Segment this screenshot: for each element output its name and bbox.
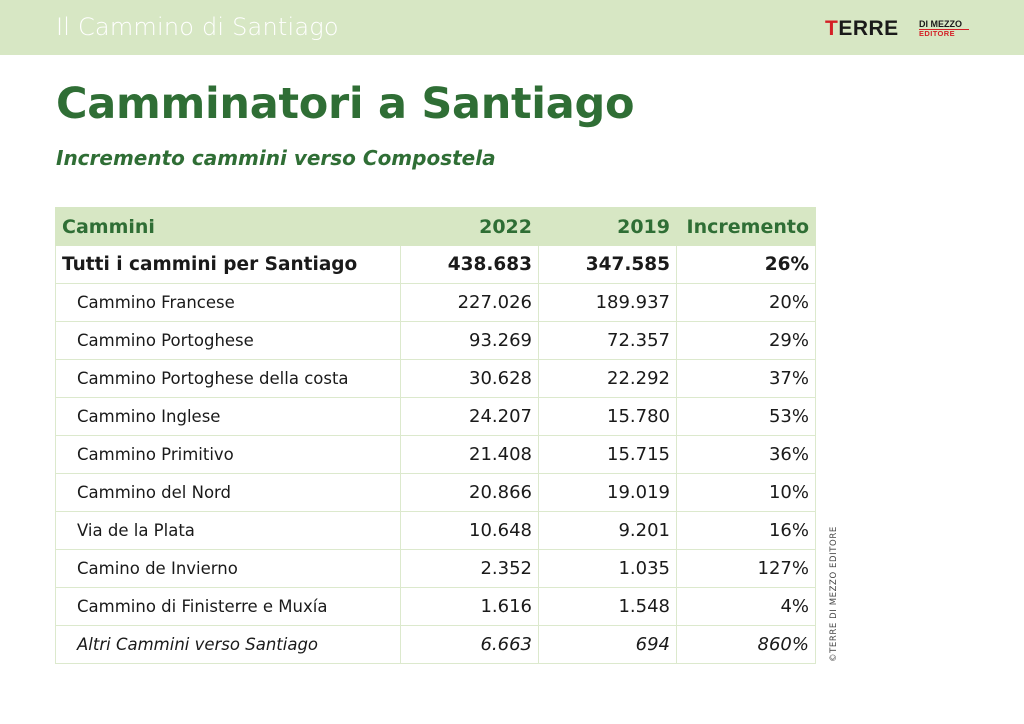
value-2019: 15.715 — [538, 435, 677, 474]
header-cammini: Cammini — [55, 207, 401, 246]
value-increment: 37% — [676, 359, 816, 398]
logo-divider — [919, 29, 969, 30]
value-increment: 16% — [676, 511, 816, 550]
value-2022: 30.628 — [400, 359, 539, 398]
table-row: Cammino di Finisterre e Muxía 1.616 1.54… — [55, 587, 816, 626]
value-2022: 21.408 — [400, 435, 539, 474]
value-2019: 9.201 — [538, 511, 677, 550]
value-2019: 1.548 — [538, 587, 677, 626]
table-row: Via de la Plata 10.648 9.201 16% — [55, 511, 816, 550]
route-name: Tutti i cammini per Santiago — [55, 245, 401, 284]
value-2019: 694 — [538, 625, 677, 664]
value-increment: 10% — [676, 473, 816, 512]
table-row: Cammino Francese 227.026 189.937 20% — [55, 283, 816, 322]
table-row: Cammino Portoghese della costa 30.628 22… — [55, 359, 816, 398]
route-name: Via de la Plata — [55, 511, 401, 550]
page-title: Camminatori a Santiago — [56, 79, 635, 129]
copyright-credit: ©TERRE DI MEZZO EDITORE — [829, 526, 839, 662]
value-2022: 1.616 — [400, 587, 539, 626]
value-2019: 189.937 — [538, 283, 677, 322]
table-row-other: Altri Cammini verso Santiago 6.663 694 8… — [55, 625, 816, 664]
header-incremento: Incremento — [676, 207, 816, 246]
value-2022: 2.352 — [400, 549, 539, 588]
value-increment: 20% — [676, 283, 816, 322]
value-2019: 347.585 — [538, 245, 677, 284]
header-2022: 2022 — [400, 207, 539, 246]
walkers-table: Cammini 2022 2019 Incremento Tutti i cam… — [55, 207, 816, 664]
publisher-logo: TERRE DI MEZZO EDITORE — [825, 18, 975, 42]
value-2022: 93.269 — [400, 321, 539, 360]
value-2022: 6.663 — [400, 625, 539, 664]
route-name: Cammino Primitivo — [55, 435, 401, 474]
value-increment: 860% — [676, 625, 816, 664]
value-2022: 24.207 — [400, 397, 539, 436]
logo-editore: EDITORE — [919, 29, 956, 38]
page-subtitle: Incremento cammini verso Compostela — [56, 146, 496, 170]
table-total-row: Tutti i cammini per Santiago 438.683 347… — [55, 245, 816, 284]
value-2019: 1.035 — [538, 549, 677, 588]
value-2022: 10.648 — [400, 511, 539, 550]
value-2019: 19.019 — [538, 473, 677, 512]
logo-wordmark: TERRE — [825, 17, 899, 40]
route-name: Cammino Portoghese della costa — [55, 359, 401, 398]
value-increment: 29% — [676, 321, 816, 360]
value-increment: 53% — [676, 397, 816, 436]
value-increment: 36% — [676, 435, 816, 474]
table-row: Cammino del Nord 20.866 19.019 10% — [55, 473, 816, 512]
table-row: Cammino Primitivo 21.408 15.715 36% — [55, 435, 816, 474]
route-name: Cammino Francese — [55, 283, 401, 322]
table-row: Cammino Portoghese 93.269 72.357 29% — [55, 321, 816, 360]
logo-di-mezzo: DI MEZZO — [919, 19, 962, 29]
table-header-row: Cammini 2022 2019 Incremento — [55, 207, 816, 246]
route-name: Cammino del Nord — [55, 473, 401, 512]
top-banner: Il Cammino di Santiago TERRE DI MEZZO ED… — [0, 0, 1024, 55]
value-2022: 438.683 — [400, 245, 539, 284]
value-2022: 20.866 — [400, 473, 539, 512]
value-2019: 22.292 — [538, 359, 677, 398]
route-name: Cammino Inglese — [55, 397, 401, 436]
value-2019: 72.357 — [538, 321, 677, 360]
route-name: Altri Cammini verso Santiago — [55, 625, 401, 664]
route-name: Cammino Portoghese — [55, 321, 401, 360]
series-title: Il Cammino di Santiago — [56, 13, 339, 41]
table-row: Camino de Invierno 2.352 1.035 127% — [55, 549, 816, 588]
value-2019: 15.780 — [538, 397, 677, 436]
route-name: Camino de Invierno — [55, 549, 401, 588]
value-increment: 4% — [676, 587, 816, 626]
value-increment: 127% — [676, 549, 816, 588]
table-row: Cammino Inglese 24.207 15.780 53% — [55, 397, 816, 436]
route-name: Cammino di Finisterre e Muxía — [55, 587, 401, 626]
value-2022: 227.026 — [400, 283, 539, 322]
value-increment: 26% — [676, 245, 816, 284]
header-2019: 2019 — [538, 207, 677, 246]
